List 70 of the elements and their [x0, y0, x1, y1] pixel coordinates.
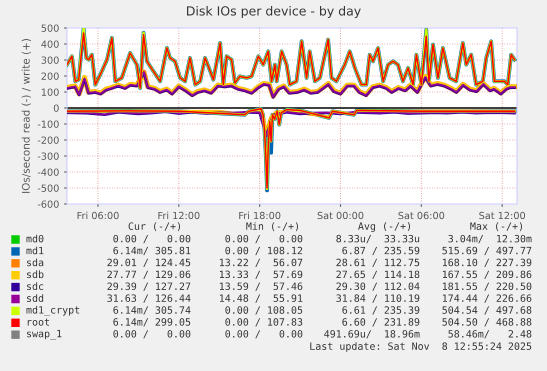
text: Last update: Sat Nov 8 12:55:24 2025	[310, 342, 532, 352]
x-tick-label: Sat 06:00	[398, 212, 444, 220]
x-tick-label: Fri 06:00	[78, 212, 119, 220]
x-tick-label: Fri 12:00	[158, 212, 200, 220]
text: 6.14m/ 305.74	[113, 306, 191, 315]
text: 8.33u/ 33.33u	[336, 234, 420, 244]
y-tick-label: -200	[38, 136, 59, 144]
text: 29.39 / 127.27	[107, 282, 190, 291]
text: 0.00 / 0.00	[225, 330, 302, 338]
text: 515.69 / 497.77	[442, 246, 532, 256]
y-tick-label: 0	[54, 104, 59, 112]
x-tick-label: Sat 00:00	[318, 212, 364, 220]
text: 3.04m/ 12.30m	[448, 234, 532, 244]
text: 28.61 / 112.75	[336, 258, 420, 268]
text: 27.77 / 129.06	[107, 270, 190, 279]
y-tick-label: -400	[38, 168, 59, 176]
text: 29.01 / 124.45	[107, 258, 190, 268]
y-tick-label: 400	[41, 40, 59, 48]
text: 31.63 / 126.44	[107, 294, 191, 303]
text: 504.54 / 497.68	[442, 306, 532, 315]
text: 0.00 / 108.05	[225, 306, 302, 315]
y-tick-label: 100	[42, 88, 59, 96]
chart-title: Disk IOs per device - by day	[187, 6, 361, 18]
text: 0.00 / 0.00	[113, 234, 190, 244]
text: 181.55 / 220.50	[442, 282, 532, 291]
y-tick-label: -600	[38, 200, 59, 208]
text: 13.33 / 57.69	[220, 270, 302, 279]
y-tick-label: -300	[38, 152, 59, 160]
y-axis-title: IOs/second read (-) / write (+)	[22, 38, 31, 193]
text: Min (-/+)	[246, 222, 298, 232]
text: 0.00 / 0.00	[225, 234, 302, 244]
y-tick-label: 300	[42, 56, 59, 64]
text: 6.14m/ 299.05	[113, 318, 190, 327]
text: 14.48 / 55.91	[220, 294, 302, 303]
text: 168.10 / 227.39	[442, 258, 532, 268]
legend-label: swap_1	[27, 330, 62, 340]
text: 491.69u/ 18.96m	[324, 330, 420, 338]
y-tick-label: 500	[42, 24, 59, 32]
text: 167.55 / 209.86	[442, 270, 532, 279]
text: 29.30 / 112.04	[336, 282, 420, 291]
text: Max (-/+)	[470, 222, 522, 232]
text: 13.22 / 56.07	[220, 258, 302, 268]
legend-label: md0	[26, 234, 44, 242]
text: 504.50 / 468.88	[442, 318, 532, 327]
legend-label: md1_crypt	[26, 306, 80, 316]
y-tick-label: -500	[38, 184, 59, 192]
legend-label: sdd	[27, 294, 44, 302]
text: 27.65 / 114.18	[336, 270, 420, 279]
text: 6.14m/ 305.81	[113, 246, 190, 256]
legend-label: sdc	[27, 282, 44, 290]
text: 6.61 / 235.39	[342, 306, 420, 315]
y-tick-label: -100	[38, 120, 59, 128]
text: 0.00 / 0.00	[113, 330, 190, 338]
text: 31.84 / 110.19	[336, 294, 420, 303]
legend-label: md1	[26, 246, 44, 254]
text: 13.59 / 57.46	[220, 282, 302, 291]
text: 0.00 / 108.12	[225, 246, 302, 256]
x-tick-label: Sat 12:00	[479, 212, 526, 220]
text: 58.46m/ 2.48	[448, 330, 532, 338]
text: Cur (-/+)	[128, 222, 180, 232]
legend-label: sdb	[27, 270, 44, 278]
text: 0.00 / 107.83	[225, 318, 302, 327]
y-tick-label: 200	[42, 72, 59, 80]
legend-label: sda	[27, 258, 44, 266]
legend-label: root	[28, 318, 50, 326]
text: 174.44 / 226.66	[442, 294, 532, 303]
text: 6.60 / 231.89	[342, 318, 420, 327]
text: Avg (-/+)	[358, 222, 410, 232]
x-tick-label: Fri 18:00	[239, 212, 280, 220]
text: 6.87 / 235.59	[342, 246, 420, 256]
